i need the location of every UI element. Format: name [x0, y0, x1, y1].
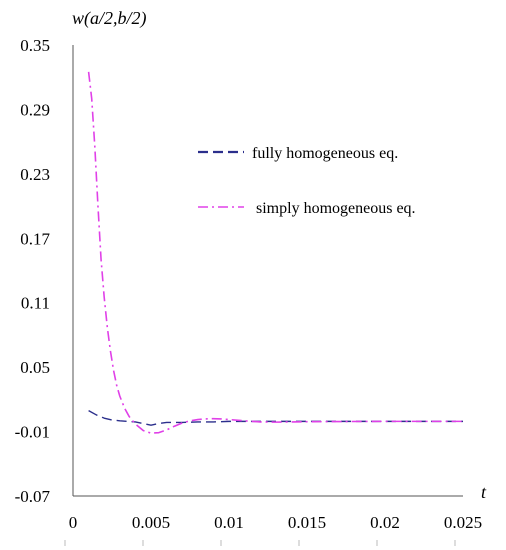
- y-tick-label: 0.05: [20, 358, 50, 377]
- x-tick-labels: 0 0.005 0.01 0.015 0.02 0.025: [69, 513, 482, 532]
- axes: [72, 45, 463, 497]
- y-tick-label: 0.23: [20, 165, 50, 184]
- legend-label-simply: simply homogeneous eq.: [256, 200, 416, 217]
- series-line-fully-homogeneous: [88, 410, 463, 426]
- x-tick-label: 0: [69, 513, 78, 532]
- x-tick-label: 0.02: [370, 513, 400, 532]
- y-tick-labels: 0.35 0.29 0.23 0.17 0.11 0.05 -0.01 -0.07: [15, 36, 51, 506]
- y-tick-label: 0.29: [20, 100, 50, 119]
- y-tick-label: -0.01: [15, 423, 50, 442]
- y-tick-label: 0.11: [21, 294, 50, 313]
- x-tick-label: 0.01: [214, 513, 244, 532]
- legend-label-fully: fully homogeneous eq.: [252, 145, 398, 162]
- y-axis-label: w(a/2,b/2): [72, 8, 147, 29]
- series-line-simply-homogeneous: [87, 71, 463, 434]
- series-lines: [87, 71, 463, 434]
- y-tick-label: 0.17: [20, 229, 50, 248]
- y-tick-label: -0.07: [15, 487, 51, 506]
- x-tick-label: 0.015: [288, 513, 326, 532]
- x-tick-marks: [64, 540, 456, 546]
- legend: fully homogeneous eq. simply homogeneous…: [198, 145, 416, 217]
- y-tick-label: 0.35: [20, 36, 50, 55]
- x-axis-label: t: [481, 482, 487, 502]
- x-tick-label: 0.005: [132, 513, 170, 532]
- x-tick-label: 0.025: [444, 513, 482, 532]
